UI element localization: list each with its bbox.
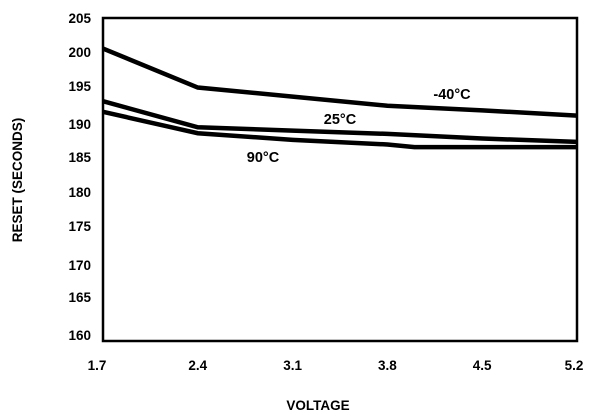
y-tick-label: 185: [68, 150, 91, 165]
series-line: [102, 99, 578, 145]
series-label: 90°C: [247, 150, 280, 166]
x-tick-label: 4.5: [473, 358, 492, 373]
x-axis-title: VOLTAGE: [286, 398, 349, 413]
y-tick-label: 160: [68, 328, 91, 343]
x-tick-label: 2.4: [188, 358, 207, 373]
x-axis-ticks: 1.7 2.4 3.1 3.8 4.5 5.2: [88, 358, 584, 373]
series-label: 25°C: [324, 112, 357, 128]
y-tick-label: 175: [68, 219, 91, 234]
series-line: [102, 46, 578, 118]
y-axis-ticks: 205 200 195 190 185 180 175 170 165 160: [68, 11, 91, 343]
x-tick-label: 3.8: [378, 358, 397, 373]
y-tick-label: 180: [68, 185, 91, 200]
y-axis-title: RESET (SECONDS): [10, 118, 25, 243]
x-tick-label: 3.1: [283, 358, 302, 373]
y-tick-label: 190: [68, 117, 91, 132]
y-tick-label: 170: [68, 258, 91, 273]
y-tick-label: 205: [68, 11, 91, 26]
y-tick-label: 195: [68, 79, 91, 94]
series-line: [102, 109, 577, 150]
series-lines: [102, 46, 578, 150]
series-labels: -40°C 25°C 90°C: [247, 87, 471, 166]
y-tick-label: 165: [68, 290, 91, 305]
series-label: -40°C: [433, 87, 471, 103]
x-tick-label: 5.2: [565, 358, 584, 373]
x-tick-label: 1.7: [88, 358, 107, 373]
plot-frame: [101, 16, 579, 343]
y-tick-label: 200: [68, 45, 91, 60]
